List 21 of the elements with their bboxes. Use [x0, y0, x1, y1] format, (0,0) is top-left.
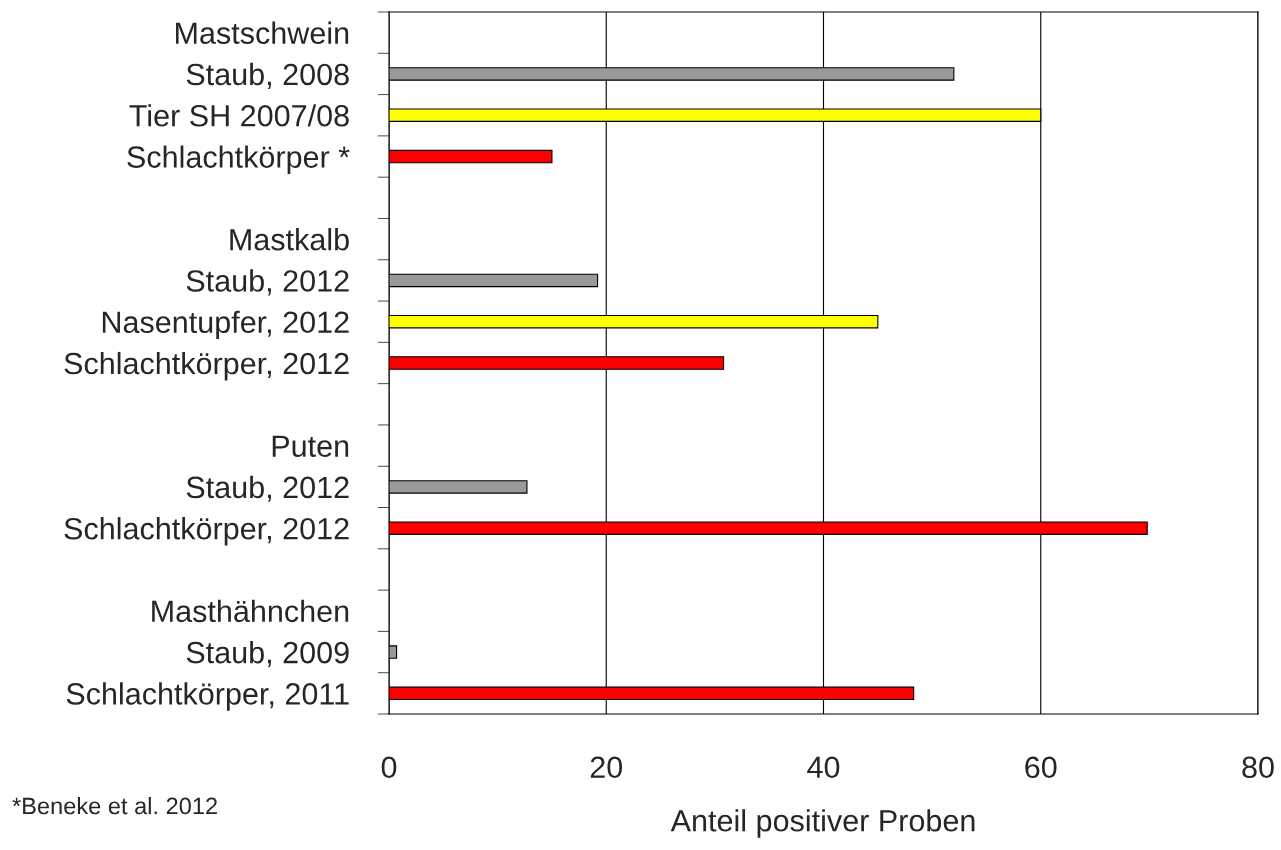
- x-tick-label: 80: [1242, 756, 1274, 779]
- y-tick-label: Nasentupfer, 2012: [102, 310, 349, 340]
- x-tick-label: 0: [381, 756, 397, 779]
- x-axis-title: Anteil positiver Proben: [670, 809, 975, 838]
- y-tick-label: Mastkalb: [230, 228, 349, 251]
- y-tick-label: Staub, 2009: [186, 640, 349, 668]
- y-tick-label: Masthähnchen: [152, 599, 349, 623]
- x-tick-label: 40: [807, 756, 840, 779]
- y-tick-label: Staub, 2012: [186, 475, 349, 502]
- y-tick-label: Schlachtkörper *: [127, 145, 350, 174]
- x-tick-label: 60: [1025, 756, 1057, 779]
- y-tick-label: Schlachtkörper, 2012: [64, 351, 349, 381]
- y-tick-label: Puten: [272, 435, 349, 457]
- text: *Beneke et al. 2012: [12, 796, 217, 815]
- x-tick-label: 20: [590, 756, 623, 779]
- y-tick-label: Staub, 2008: [186, 62, 349, 89]
- y-tick-label: Schlachtkörper, 2011: [66, 682, 349, 711]
- y-tick-label: Mastschwein: [176, 21, 349, 45]
- y-tick-label: Tier SH 2007/08: [129, 104, 349, 127]
- y-tick-label: Schlachtkörper, 2012: [64, 517, 349, 546]
- y-tick-label: Staub, 2012: [186, 269, 349, 296]
